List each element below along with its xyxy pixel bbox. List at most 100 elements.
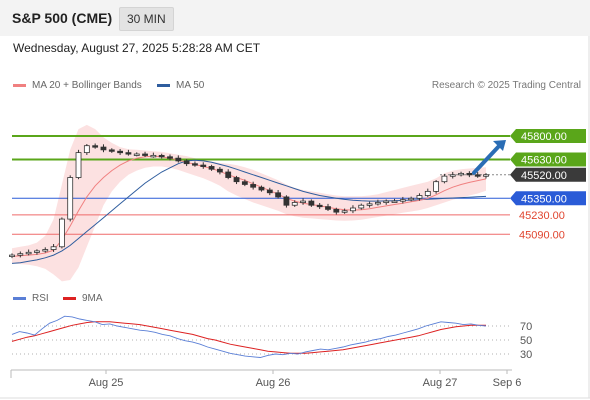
candle — [175, 155, 182, 163]
candle-body — [416, 195, 423, 199]
candle — [483, 173, 489, 179]
timestamp: Wednesday, August 27, 2025 5:28:28 AM CE… — [13, 41, 261, 55]
candle-body — [117, 150, 124, 154]
candle-body — [167, 156, 173, 159]
candle-body — [83, 145, 90, 154]
rsi-tick-70: 70 — [520, 321, 532, 333]
candle — [325, 203, 331, 212]
candle — [316, 203, 323, 209]
candle-body — [58, 218, 65, 248]
candle — [200, 162, 207, 169]
candle-body — [233, 177, 240, 183]
level-badge-label-1: 45630.00 — [521, 155, 567, 167]
ma50-line — [11, 159, 487, 264]
candle — [133, 152, 140, 157]
candle — [433, 180, 440, 194]
candle — [408, 196, 415, 202]
rsi-line — [11, 315, 487, 358]
candle-body — [391, 200, 398, 203]
level-label-4: 45230.00 — [519, 210, 565, 222]
candle — [42, 247, 49, 253]
candle — [308, 199, 315, 207]
candle-body — [208, 166, 215, 170]
candle-body — [258, 186, 265, 191]
candle — [150, 152, 157, 158]
legend-swatch-ma20 — [13, 83, 26, 87]
candle — [458, 171, 464, 177]
candle — [300, 198, 306, 205]
candle-body — [100, 146, 107, 151]
candle-body — [17, 253, 24, 256]
candle — [58, 217, 65, 249]
candle-body — [266, 189, 273, 194]
candle — [142, 151, 148, 158]
candle — [50, 244, 57, 252]
candle-body — [441, 175, 448, 183]
forecast-arrow-head — [493, 140, 506, 151]
legend-swatch-rsi — [13, 296, 26, 300]
candle — [416, 193, 423, 201]
legend-ma50: MA 50 — [157, 80, 204, 91]
bollinger-band-area — [12, 124, 486, 282]
legend-label-rsi: RSI — [32, 293, 49, 304]
candle — [83, 144, 90, 155]
candle — [374, 199, 381, 206]
candle — [34, 249, 40, 255]
candle-body — [133, 153, 140, 156]
candle — [466, 171, 473, 178]
level-badge-label-3: 45350.00 — [521, 193, 567, 205]
candle-body — [350, 207, 356, 212]
candle — [358, 203, 365, 210]
legend-swatch-ma50 — [157, 83, 170, 87]
legend-label-ma20: MA 20 + Bollinger Bands — [32, 80, 142, 91]
candle-body — [192, 163, 198, 166]
candle-body — [50, 246, 57, 250]
x-tick-label-1: Aug 26 — [256, 377, 291, 389]
candle-body — [183, 160, 190, 165]
candle-body — [366, 203, 373, 206]
level-badge-label-0: 45800.00 — [521, 131, 567, 143]
legend-label-ma50: MA 50 — [176, 80, 205, 91]
timeframe-badge[interactable]: 30 MIN — [119, 7, 174, 31]
candle — [266, 187, 273, 196]
candle-body — [308, 200, 315, 206]
candle-body — [358, 204, 365, 209]
legend-swatch-rsi-ma — [63, 296, 76, 300]
candle — [366, 201, 373, 208]
candle-body — [383, 200, 390, 203]
candle — [216, 167, 223, 175]
forecast-arrow-shaft — [472, 143, 502, 175]
level-badge-label-2: 45520.00 — [521, 170, 567, 182]
candle-body — [325, 206, 331, 210]
rsi-ma-line — [11, 321, 486, 354]
candle — [333, 207, 340, 215]
candle — [117, 149, 124, 155]
x-tick-label-3: Sep 6 — [493, 377, 522, 389]
candle — [258, 185, 265, 192]
candle-body — [283, 196, 290, 206]
candle — [75, 149, 82, 180]
rsi-tick-30: 30 — [520, 349, 532, 361]
header-bar: S&P 500 (CME) 30 MIN — [0, 0, 590, 36]
candle — [241, 179, 248, 187]
candle-body — [466, 172, 473, 176]
candle — [225, 169, 232, 180]
candle — [283, 195, 290, 208]
candle — [167, 154, 173, 161]
candle — [391, 198, 398, 203]
candle — [158, 153, 165, 159]
candle — [192, 161, 198, 167]
candle — [183, 159, 190, 167]
candle — [341, 208, 348, 214]
level-badge-1 — [510, 152, 586, 167]
candle-body — [9, 254, 15, 257]
candle-body — [125, 152, 132, 155]
ma20-line — [11, 155, 487, 257]
candle — [441, 173, 448, 184]
candle-body — [150, 154, 157, 158]
candle-body — [225, 171, 232, 178]
candle — [383, 199, 390, 205]
candle-body — [175, 157, 182, 162]
rsi-tick-50: 50 — [520, 335, 532, 347]
